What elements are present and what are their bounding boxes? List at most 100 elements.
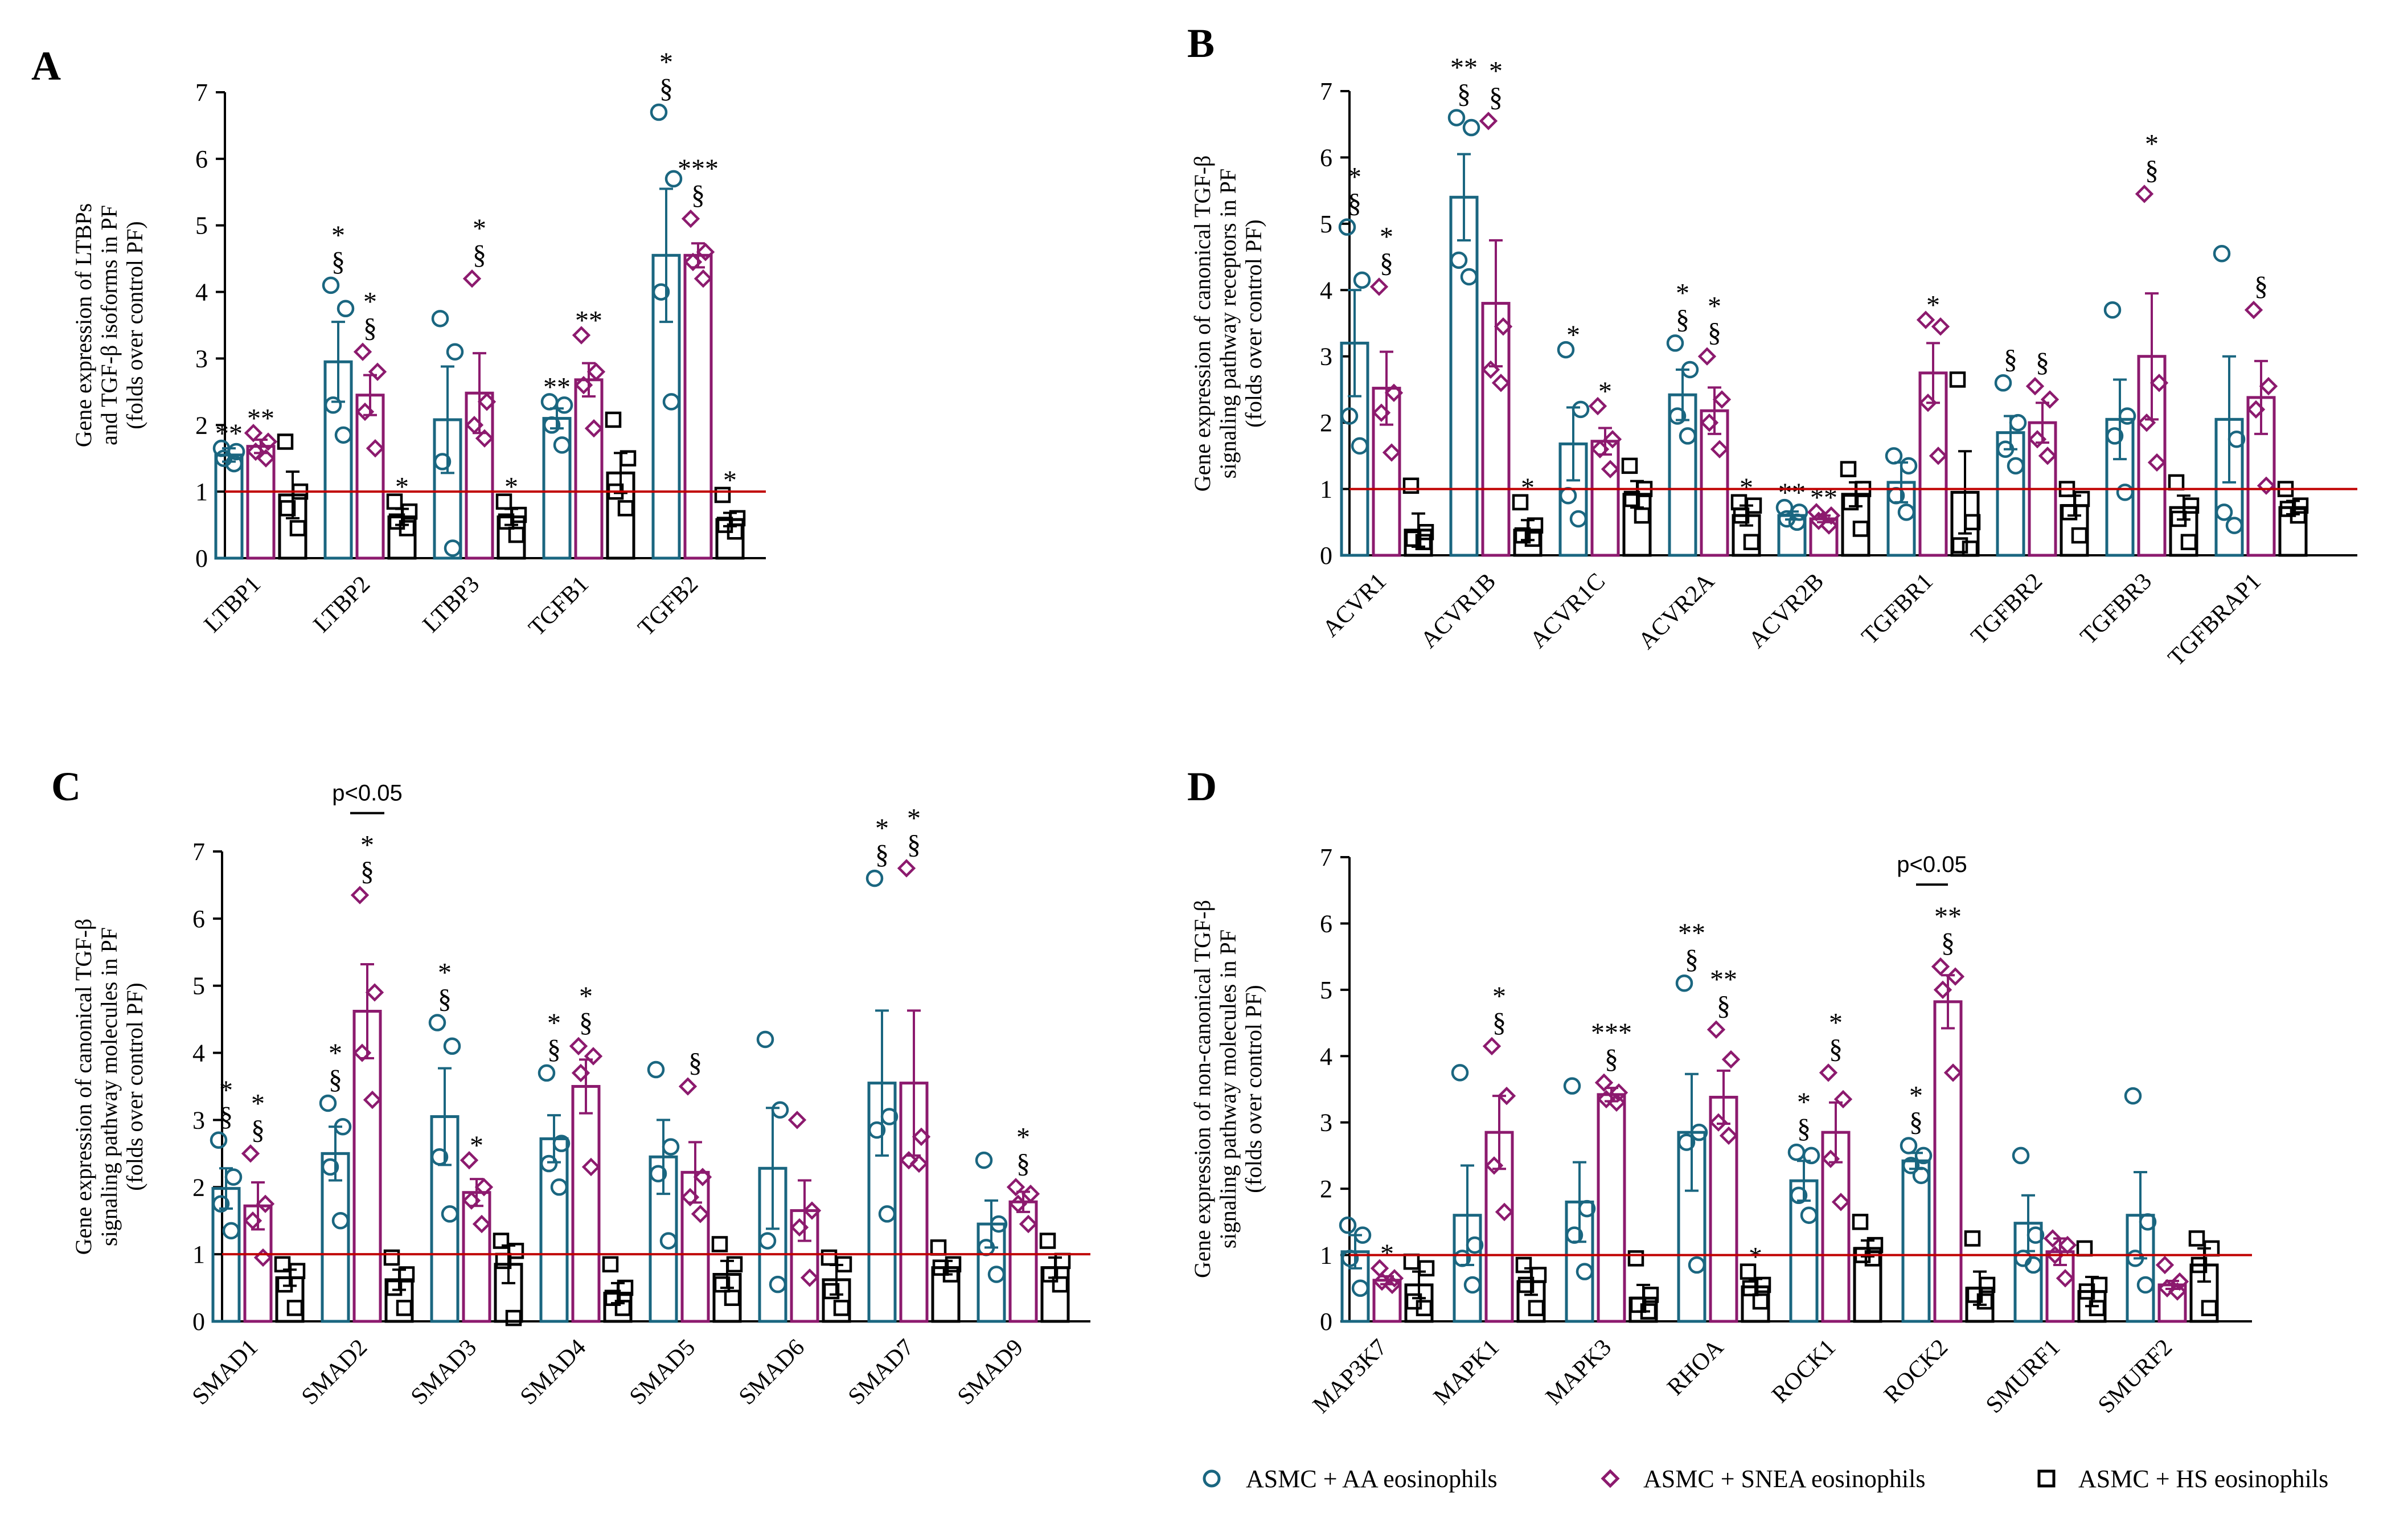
data-point-aa xyxy=(1787,1143,1806,1161)
significance-star-aa: * xyxy=(1909,1080,1923,1111)
data-point-aa xyxy=(1340,407,1359,425)
data-point-hs xyxy=(396,1300,413,1316)
data-point-hs xyxy=(605,411,622,428)
data-point-aa xyxy=(880,1108,899,1125)
data-point-hs xyxy=(1852,521,1869,537)
y-tick-label: 7 xyxy=(1320,77,1332,105)
data-point-aa xyxy=(1569,510,1587,528)
bar-snea xyxy=(571,1085,601,1323)
data-point-snea xyxy=(2137,413,2156,432)
y-axis-label-line-1: Gene expression of canonical TGF-β xyxy=(1189,155,1215,492)
data-point-aa xyxy=(1902,1157,1920,1174)
significance-star-snea: * xyxy=(1926,290,1940,321)
significance-star-aa: ** xyxy=(1450,53,1478,83)
significance-star-aa: * xyxy=(1676,278,1689,308)
data-point-hs xyxy=(714,486,731,503)
category-acvr2a: §*§**ACVR2A xyxy=(1634,278,1762,654)
significance-star-snea: * xyxy=(1492,981,1506,1012)
data-point-hs xyxy=(2170,510,2187,527)
data-point-snea xyxy=(1481,360,1500,379)
x-category-label-smurf1: SMURF1 xyxy=(1981,1334,2065,1419)
legend-marker-hs xyxy=(2037,1469,2056,1488)
data-point-aa xyxy=(555,396,573,414)
data-point-aa xyxy=(319,1094,337,1112)
data-point-aa xyxy=(1563,1077,1581,1095)
data-point-snea xyxy=(1809,511,1828,530)
x-category-label-tgfbr2: TGFBR2 xyxy=(1966,568,2048,650)
category-acvr1: §*§*ACVR1 xyxy=(1318,162,1434,642)
data-point-hs xyxy=(498,513,515,530)
data-point-hs xyxy=(1976,1293,1993,1310)
data-point-aa xyxy=(2136,1276,2155,1294)
data-point-aa xyxy=(1339,1216,1357,1234)
data-point-aa xyxy=(444,539,462,557)
data-point-snea xyxy=(1601,460,1620,478)
data-point-hs xyxy=(1840,461,1857,477)
significance-star-snea: * xyxy=(1829,1008,1843,1038)
data-point-snea xyxy=(2157,1279,2177,1297)
category-acvr2b: ** ** ACVR2B xyxy=(1744,461,1872,653)
data-point-aa xyxy=(865,869,884,887)
y-tick-label: 5 xyxy=(195,212,208,240)
x-category-label-mapk3: MAPK3 xyxy=(1541,1334,1617,1410)
significance-star-aa: * xyxy=(1566,320,1580,350)
data-point-snea xyxy=(1006,1178,1025,1197)
data-point-snea xyxy=(574,375,593,395)
data-point-aa xyxy=(1453,1250,1471,1267)
significance-section-aa: § xyxy=(659,73,673,104)
data-point-aa xyxy=(1996,440,2015,458)
significance-section-snea: § xyxy=(473,240,486,270)
data-point-aa xyxy=(2227,431,2246,448)
data-point-snea xyxy=(1822,506,1841,525)
data-point-snea xyxy=(802,1201,822,1220)
data-point-aa xyxy=(1897,503,1915,521)
significance-star-snea: * xyxy=(251,1088,265,1119)
data-point-hs xyxy=(386,493,403,510)
significance-star-snea: ** xyxy=(575,306,602,336)
data-point-snea xyxy=(2028,430,2047,449)
data-point-snea xyxy=(581,1157,601,1177)
data-point-hs xyxy=(1512,494,1529,511)
data-point-hs xyxy=(1745,497,1762,514)
data-point-hs xyxy=(2071,527,2088,544)
data-point-aa xyxy=(2103,301,2122,319)
category-tgfb2: §*§****TGFB2 xyxy=(633,47,746,641)
x-category-label-map3k7: MAP3K7 xyxy=(1308,1334,1392,1419)
y-axis-label-line-3: (folds over control PF) xyxy=(1241,219,1266,428)
data-point-snea xyxy=(693,1168,712,1186)
data-point-hs xyxy=(1640,1303,1657,1320)
data-point-aa xyxy=(552,1135,571,1152)
significance-star-snea: * xyxy=(1489,56,1503,86)
data-point-snea xyxy=(465,416,484,435)
y-tick-label: 0 xyxy=(195,544,208,572)
data-point-snea xyxy=(1833,1090,1853,1109)
data-point-aa xyxy=(2024,1256,2042,1274)
data-point-hs xyxy=(604,1289,621,1306)
y-tick-label: 1 xyxy=(195,478,208,506)
data-point-hs xyxy=(2073,490,2090,507)
y-tick-label: 4 xyxy=(195,279,208,306)
data-point-aa xyxy=(550,1178,568,1196)
data-point-hs xyxy=(1524,530,1541,547)
significance-star-snea: * xyxy=(1708,292,1721,322)
data-point-snea xyxy=(586,362,606,381)
data-point-aa xyxy=(1679,427,1697,445)
data-point-hs xyxy=(399,520,416,537)
data-point-aa xyxy=(215,449,233,467)
significance-star-aa: * xyxy=(547,1008,561,1038)
data-point-snea xyxy=(256,1194,275,1213)
y-tick-label: 4 xyxy=(1320,1042,1332,1070)
data-point-aa xyxy=(1688,1256,1706,1274)
significance-star-snea: * xyxy=(363,287,377,317)
data-point-aa xyxy=(652,283,670,301)
data-point-snea xyxy=(350,886,370,904)
data-point-snea xyxy=(1819,1063,1838,1082)
significance-section-aa: § xyxy=(1909,1107,1923,1137)
data-point-hs xyxy=(821,1249,838,1266)
significance-section-aa: § xyxy=(1797,1113,1811,1144)
y-tick-label: 6 xyxy=(1320,144,1332,171)
data-point-aa xyxy=(2126,1250,2144,1267)
data-point-hs xyxy=(505,1309,522,1326)
x-category-label-acvr1c: ACVR1C xyxy=(1525,568,1610,654)
data-point-snea xyxy=(787,1111,807,1129)
